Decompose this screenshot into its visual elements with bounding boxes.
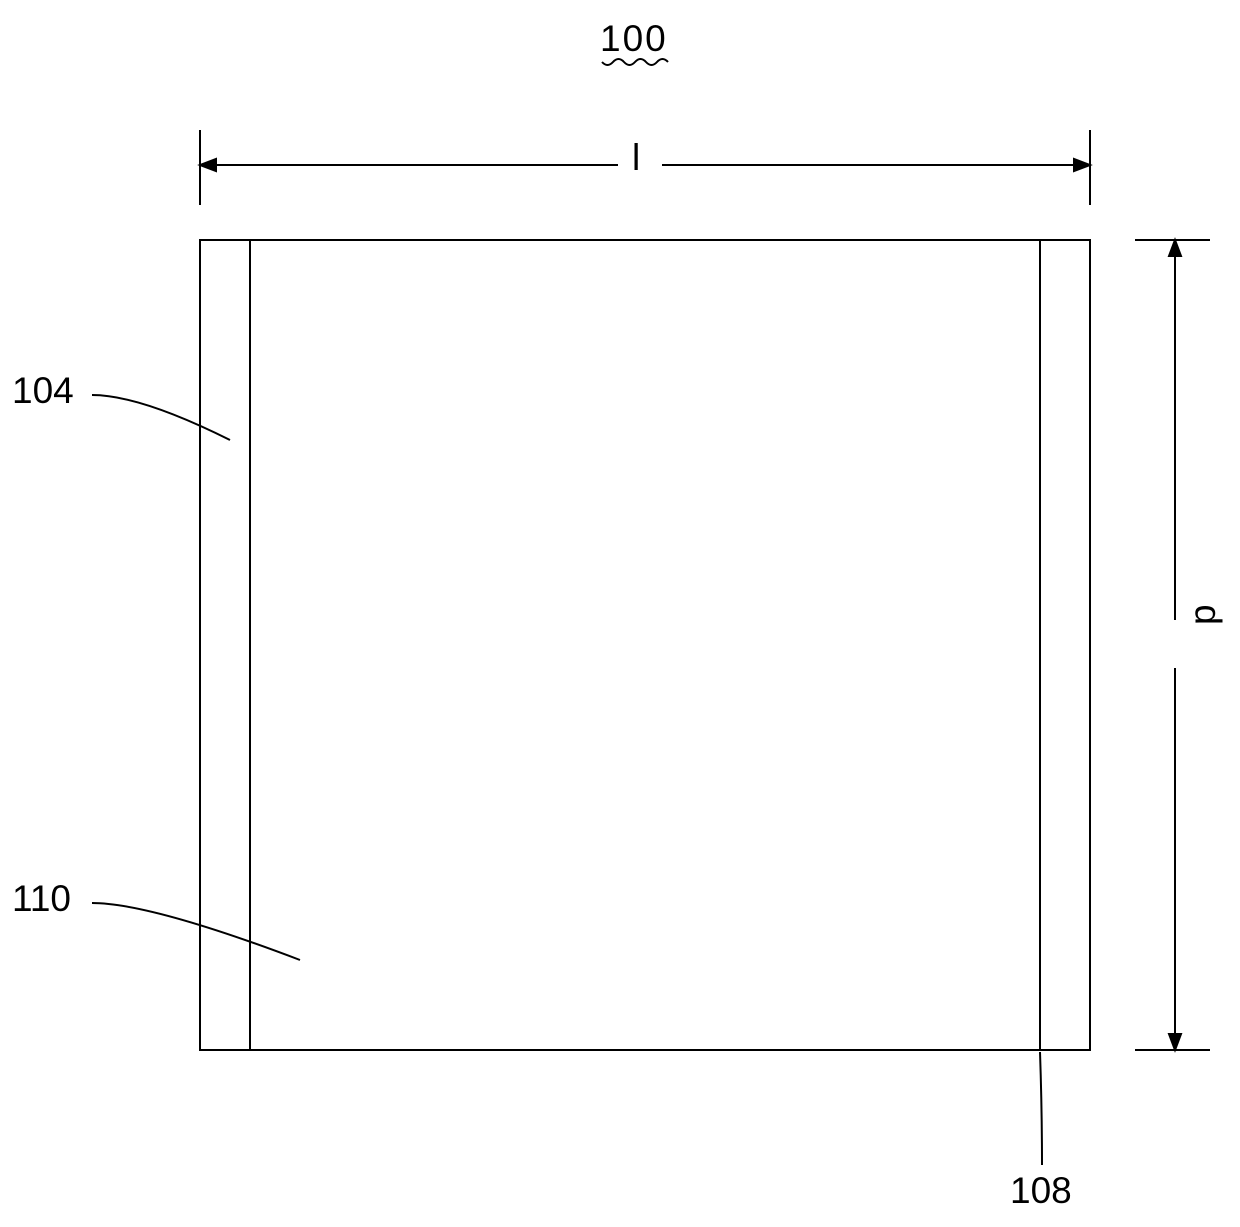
callout-110-leader [92, 903, 300, 960]
callout-104-leader [92, 395, 230, 440]
callout-110-label: 110 [12, 878, 71, 920]
callout-108-leader [1040, 1052, 1042, 1165]
dimension-top-label: l [632, 137, 640, 179]
callout-104-label: 104 [12, 370, 74, 412]
callout-108-label: 108 [1010, 1170, 1072, 1212]
figure-number: 100 [600, 18, 668, 60]
outer-rect [200, 240, 1090, 1050]
dimension-right-label: p [1182, 604, 1224, 625]
